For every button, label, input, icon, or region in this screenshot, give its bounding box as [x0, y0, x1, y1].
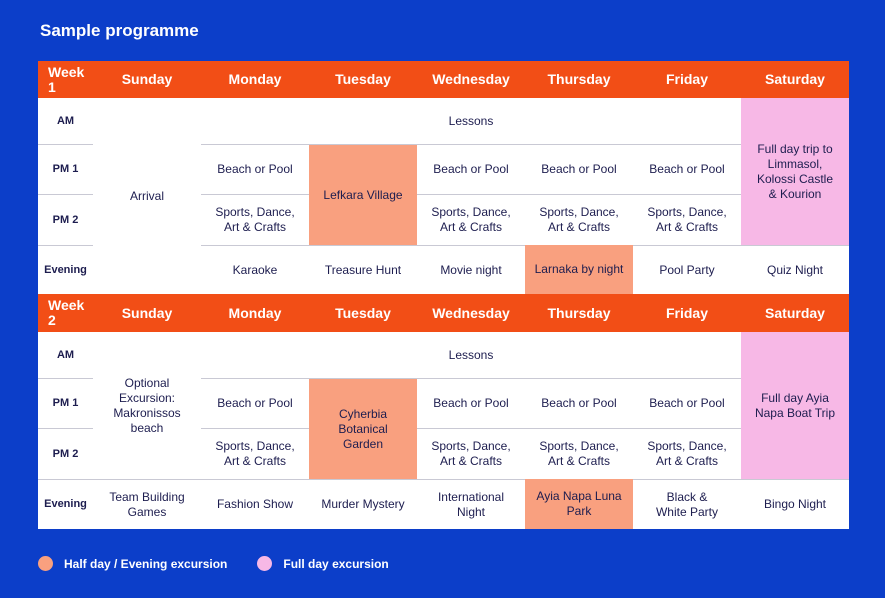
row-label: AM [56, 348, 75, 361]
day: Wednesday [417, 61, 525, 98]
day: Thursday [525, 61, 633, 98]
cell: Sports, Dance, Art & Crafts [633, 428, 741, 479]
day: Wednesday [417, 294, 525, 332]
row-label: PM 2 [38, 428, 93, 479]
cell: Lessons [448, 113, 494, 128]
cell: Beach or Pool [417, 378, 525, 428]
cell: Beach or Pool [633, 144, 741, 194]
cell: Sports, Dance, Art & Crafts [417, 428, 525, 479]
cell: Murder Mystery [309, 479, 417, 529]
cell: Full day trip to Limmasol, Kolossi Castl… [741, 98, 849, 245]
row-label: Evening [38, 479, 93, 529]
cell: Beach or Pool [525, 378, 633, 428]
day: Saturday [741, 61, 849, 98]
cell: Beach or Pool [525, 144, 633, 194]
cell: Sports, Dance, Art & Crafts [201, 428, 309, 479]
legend-dot [257, 556, 273, 571]
row-label: PM 1 [38, 378, 93, 428]
cell: Lefkara Village [309, 144, 417, 245]
day: Tuesday [309, 61, 417, 98]
cell: Sports, Dance, Art & Crafts [201, 194, 309, 245]
cell: Full day Ayia Napa Boat Trip [741, 332, 849, 479]
cell: Sports, Dance, Art & Crafts [633, 194, 741, 245]
cell: Lessons [448, 347, 494, 362]
cell: Pool Party [633, 245, 741, 294]
cell: Black & White Party [633, 479, 741, 529]
day: Tuesday [309, 294, 417, 332]
week-table: Week 1 Sunday Monday Tuesday Wednesday T… [38, 61, 849, 294]
cell: Larnaka by night [525, 245, 633, 294]
cell: Beach or Pool [201, 144, 309, 194]
day: Friday [633, 61, 741, 98]
cell: Treasure Hunt [309, 245, 417, 294]
week-label: Week 1 [38, 61, 93, 98]
day: Thursday [525, 294, 633, 332]
week-table: Week 2 Sunday Monday Tuesday Wednesday T… [38, 294, 849, 529]
cell: Optional Excursion: Makronissos beach [113, 375, 181, 435]
legend: Half day / Evening excursion Full day ex… [38, 556, 419, 571]
cell: Arrival [129, 188, 164, 203]
cell: Sports, Dance, Art & Crafts [525, 428, 633, 479]
cell: Sports, Dance, Art & Crafts [525, 194, 633, 245]
legend-dot [38, 556, 53, 571]
day: Friday [633, 294, 741, 332]
row-label: PM 2 [38, 194, 93, 245]
cell: Beach or Pool [201, 378, 309, 428]
week-label-text: Week 2 [48, 297, 85, 328]
week-label: Week 2 [38, 294, 93, 332]
cell: Beach or Pool [417, 144, 525, 194]
day: Sunday [93, 294, 201, 332]
legend-label: Half day / Evening excursion [64, 556, 228, 571]
cell: Movie night [417, 245, 525, 294]
cell: Karaoke [201, 245, 309, 294]
cell: Bingo Night [741, 479, 849, 529]
row-label: PM 1 [38, 144, 93, 194]
cell: Team Building Games [93, 479, 201, 529]
row-label: Evening [38, 245, 93, 294]
day: Saturday [741, 294, 849, 332]
day: Monday [201, 294, 309, 332]
cell: Ayia Napa Luna Park [525, 479, 633, 529]
legend-item: Full day excursion [257, 556, 389, 571]
cell: Beach or Pool [633, 378, 741, 428]
cell: International Night [417, 479, 525, 529]
day: Monday [201, 61, 309, 98]
cell: Quiz Night [741, 245, 849, 294]
title: Sample programme [40, 21, 199, 40]
day: Sunday [93, 61, 201, 98]
row-label: AM [56, 114, 75, 127]
cell: Cyherbia Botanical Garden [309, 378, 417, 479]
cell: Fashion Show [201, 479, 309, 529]
cell: Sports, Dance, Art & Crafts [417, 194, 525, 245]
legend-label: Full day excursion [283, 556, 389, 571]
legend-item: Half day / Evening excursion [38, 556, 227, 571]
week-label-text: Week 1 [48, 63, 85, 95]
